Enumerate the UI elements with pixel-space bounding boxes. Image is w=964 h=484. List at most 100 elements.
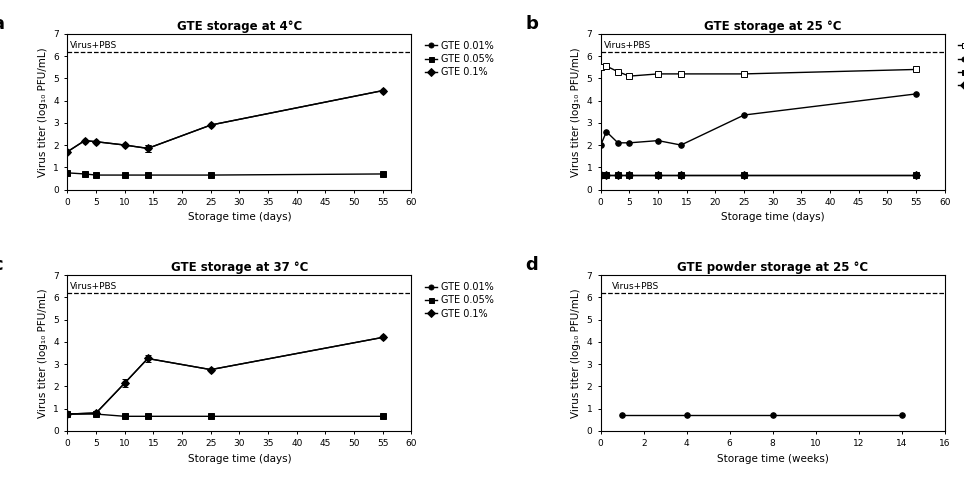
GTE 0.01% — [910, 91, 922, 97]
GTE 0.01% — [119, 380, 130, 386]
GTE 0.1% — [91, 410, 102, 416]
GTE 0.1% — [675, 172, 686, 178]
Line: GTE 0.05%: GTE 0.05% — [598, 172, 919, 178]
GTE 0.01% — [79, 138, 91, 144]
Text: Virus+PBS: Virus+PBS — [70, 282, 118, 291]
Line: GTE 0.1%: GTE 0.1% — [598, 172, 919, 178]
GTE 0.1% — [142, 356, 153, 362]
Line: GTE 0.05%: GTE 0.05% — [65, 170, 386, 178]
GTE 0.05% — [62, 170, 73, 176]
GTE 0.01% — [142, 356, 153, 362]
GTE 0.001% — [601, 63, 612, 69]
GTE 0.05% — [675, 172, 686, 178]
GTE 0.01% — [119, 142, 130, 148]
Y-axis label: Virus titer (log₁₀ PFU/mL): Virus titer (log₁₀ PFU/mL) — [38, 288, 48, 418]
GTE 0.05% — [653, 172, 664, 178]
GTE 0.1% — [142, 146, 153, 151]
Title: GTE storage at 25 °C: GTE storage at 25 °C — [704, 20, 842, 33]
GTE 0.05% — [377, 413, 388, 419]
Y-axis label: Virus titer (log₁₀ PFU/mL): Virus titer (log₁₀ PFU/mL) — [571, 288, 581, 418]
GTE 0.1% — [601, 172, 612, 178]
GTE 0.001% — [595, 64, 606, 70]
Title: GTE storage at 37 °C: GTE storage at 37 °C — [171, 261, 308, 274]
X-axis label: Storage time (days): Storage time (days) — [721, 212, 824, 223]
GTE 0.1% — [738, 172, 750, 178]
GTE 0.01% — [601, 129, 612, 135]
GTE 0.01% — [624, 140, 635, 146]
GTE 0.1% — [377, 334, 388, 340]
GTE 0.05% — [205, 413, 217, 419]
GTE 0.01% — [91, 139, 102, 145]
GTE 0.1% — [624, 172, 635, 178]
X-axis label: Storage time (days): Storage time (days) — [188, 454, 291, 464]
GTE 0.001% — [653, 71, 664, 77]
GTE 0.01% — [738, 112, 750, 118]
GTE 0.05% — [91, 172, 102, 178]
GTE 0.01% — [377, 334, 388, 340]
GTE 0.05% — [119, 413, 130, 419]
GTE 0.05% — [91, 411, 102, 417]
GTE 0.01% — [612, 140, 624, 146]
GTE 0.05% — [910, 172, 922, 178]
GTE 0.01% — [653, 138, 664, 144]
GTE 0.1% — [377, 88, 388, 93]
GTE 0.05% — [142, 172, 153, 178]
GTE 0.1% — [653, 172, 664, 178]
Line: GTE 0.01%: GTE 0.01% — [65, 88, 386, 154]
GTE 0.001% — [624, 73, 635, 79]
GTE 0.01% — [377, 88, 388, 93]
GTE 0.05% — [62, 411, 73, 417]
Text: Virus+PBS: Virus+PBS — [603, 41, 651, 50]
GTE 0.01% — [675, 142, 686, 148]
GTE 0.01% — [205, 367, 217, 373]
GTE 0.05% — [601, 172, 612, 178]
GTE 0.001% — [738, 71, 750, 77]
GTE 0.001% — [675, 71, 686, 77]
Text: b: b — [525, 15, 538, 33]
Text: c: c — [0, 257, 3, 274]
GTE 0.1% — [119, 380, 130, 386]
GTE 0.05% — [142, 413, 153, 419]
Line: GTE 0.01%: GTE 0.01% — [65, 334, 386, 417]
GTE 0.1% — [595, 172, 606, 178]
Text: Virus+PBS: Virus+PBS — [70, 41, 118, 50]
GTE 0.01% — [595, 142, 606, 148]
X-axis label: Storage time (days): Storage time (days) — [188, 212, 291, 223]
GTE 0.1% — [62, 411, 73, 417]
GTE 0.05% — [624, 172, 635, 178]
Text: d: d — [525, 257, 538, 274]
GTE 0.1% — [205, 122, 217, 128]
Legend: GTE 0.01%, GTE 0.05%, GTE 0.1%: GTE 0.01%, GTE 0.05%, GTE 0.1% — [423, 280, 495, 321]
Line: GTE 0.001%: GTE 0.001% — [598, 63, 919, 79]
X-axis label: Storage time (weeks): Storage time (weeks) — [717, 454, 829, 464]
GTE 0.01% — [62, 149, 73, 154]
Y-axis label: Virus titer (log₁₀ PFU/mL): Virus titer (log₁₀ PFU/mL) — [38, 47, 48, 177]
GTE 0.05% — [119, 172, 130, 178]
GTE 0.05% — [595, 172, 606, 178]
Title: GTE powder storage at 25 °C: GTE powder storage at 25 °C — [677, 261, 869, 274]
GTE 0.05% — [738, 172, 750, 178]
GTE 0.1% — [612, 172, 624, 178]
Legend: GTE 0.01%, GTE 0.05%, GTE 0.1%: GTE 0.01%, GTE 0.05%, GTE 0.1% — [423, 39, 495, 79]
Legend: GTE 0.001%, GTE 0.01%, GTE 0.05%, GTE 0.1%: GTE 0.001%, GTE 0.01%, GTE 0.05%, GTE 0.… — [956, 39, 964, 93]
Title: GTE storage at 4°C: GTE storage at 4°C — [176, 20, 302, 33]
GTE 0.001% — [612, 69, 624, 75]
Line: GTE 0.01%: GTE 0.01% — [598, 91, 919, 148]
Y-axis label: Virus titer (log₁₀ PFU/mL): Virus titer (log₁₀ PFU/mL) — [571, 47, 581, 177]
GTE 0.001% — [910, 67, 922, 73]
GTE 0.05% — [612, 172, 624, 178]
Line: GTE 0.1%: GTE 0.1% — [65, 88, 386, 154]
GTE 0.1% — [119, 142, 130, 148]
GTE 0.01% — [205, 122, 217, 128]
Text: Virus+PBS: Virus+PBS — [611, 282, 658, 291]
GTE 0.05% — [79, 171, 91, 177]
GTE 0.1% — [910, 172, 922, 178]
GTE 0.01% — [91, 410, 102, 416]
Line: GTE 0.05%: GTE 0.05% — [65, 411, 386, 419]
Line: GTE 0.1%: GTE 0.1% — [65, 334, 386, 417]
GTE 0.1% — [62, 149, 73, 154]
GTE 0.1% — [91, 139, 102, 145]
GTE 0.05% — [377, 171, 388, 177]
GTE 0.01% — [62, 411, 73, 417]
GTE 0.01% — [142, 146, 153, 151]
